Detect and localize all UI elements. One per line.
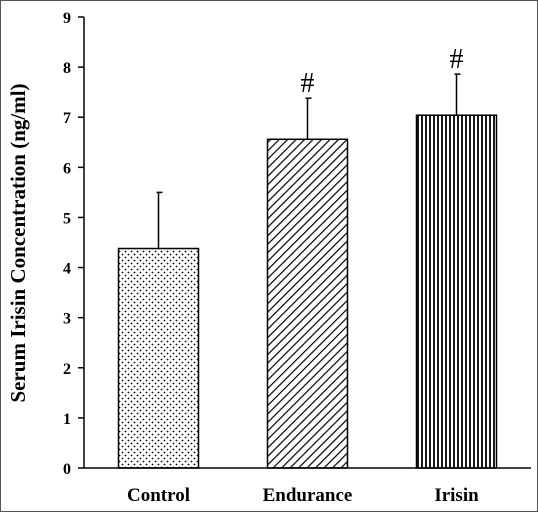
y-axis-ticks: 0 1 2 3 4 5 6 7 8 9 <box>63 10 84 478</box>
y-tick-label: 2 <box>63 361 71 378</box>
y-tick-label: 5 <box>63 210 71 227</box>
y-tick-label: 7 <box>63 110 71 127</box>
y-tick-label: 1 <box>63 411 71 428</box>
x-axis-labels: Control Endurance Irisin <box>127 485 479 506</box>
y-tick-label: 8 <box>63 60 71 77</box>
y-tick-label: 4 <box>63 261 71 278</box>
bar-irisin <box>415 114 498 469</box>
error-bars-group <box>156 73 461 249</box>
x-category-label-endurance: Endurance <box>263 485 353 506</box>
x-category-label-control: Control <box>127 485 190 506</box>
bars-group <box>117 114 498 469</box>
y-tick-label: 6 <box>63 160 71 177</box>
significance-marker-irisin: # <box>450 44 464 75</box>
y-tick-label: 9 <box>63 10 71 27</box>
significance-marker-endurance: # <box>301 68 315 99</box>
significance-markers: ## <box>301 44 464 99</box>
bar-control <box>117 247 200 469</box>
y-tick-label: 0 <box>63 461 71 478</box>
x-category-label-irisin: Irisin <box>434 485 479 506</box>
y-axis-label: Serum Irisin Concentration (ng/ml) <box>6 83 30 402</box>
y-tick-label: 3 <box>63 311 71 328</box>
bar-endurance <box>266 138 349 469</box>
